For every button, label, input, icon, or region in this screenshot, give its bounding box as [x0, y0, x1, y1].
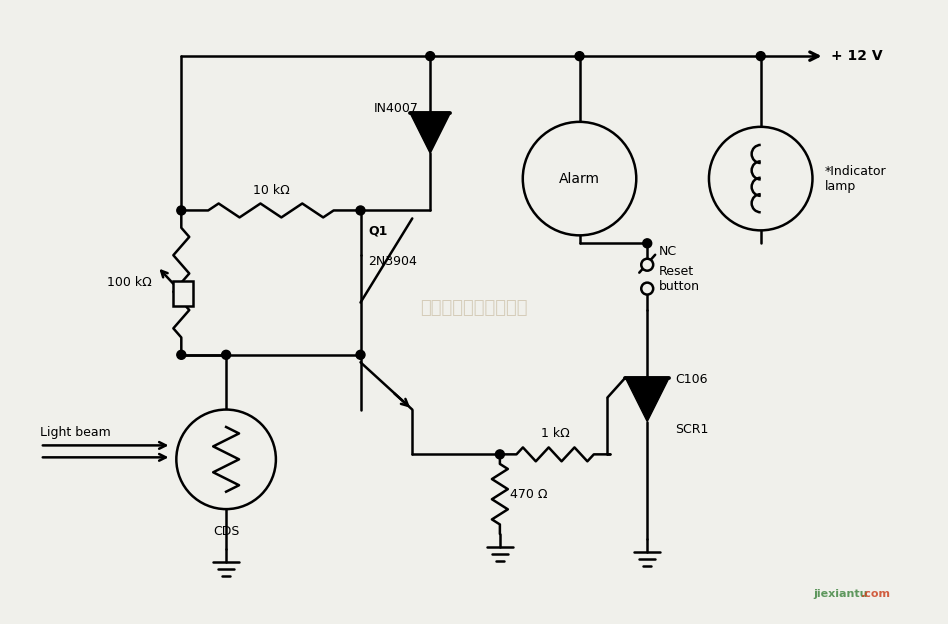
Circle shape	[176, 409, 276, 509]
Circle shape	[222, 350, 230, 359]
Text: NC: NC	[659, 245, 677, 258]
Circle shape	[709, 127, 812, 230]
Text: Q1: Q1	[369, 225, 388, 237]
Text: 10 kΩ: 10 kΩ	[252, 183, 289, 197]
Bar	[173, 281, 193, 306]
Text: .com: .com	[861, 588, 891, 598]
Text: 2N3904: 2N3904	[369, 255, 417, 268]
Polygon shape	[410, 114, 450, 154]
Text: Reset
button: Reset button	[659, 265, 701, 293]
Circle shape	[575, 52, 584, 61]
Circle shape	[522, 122, 636, 235]
Text: CDS: CDS	[213, 525, 239, 538]
Circle shape	[177, 350, 186, 359]
Circle shape	[426, 52, 435, 61]
Text: jiexiantu: jiexiantu	[813, 588, 868, 598]
Circle shape	[496, 450, 504, 459]
Text: C106: C106	[675, 373, 707, 386]
Text: 1 kΩ: 1 kΩ	[540, 427, 570, 441]
Circle shape	[641, 259, 653, 271]
Text: + 12 V: + 12 V	[831, 49, 883, 63]
Circle shape	[641, 283, 653, 295]
Text: Alarm: Alarm	[559, 172, 600, 185]
Text: Light beam: Light beam	[40, 426, 111, 439]
Text: IN4007: IN4007	[374, 102, 418, 115]
Text: *Indicator
lamp: *Indicator lamp	[825, 165, 886, 193]
Circle shape	[356, 350, 365, 359]
Text: 100 kΩ: 100 kΩ	[107, 276, 152, 289]
Circle shape	[356, 206, 365, 215]
Text: SCR1: SCR1	[675, 423, 708, 436]
Text: 470 Ω: 470 Ω	[510, 488, 547, 500]
Circle shape	[177, 206, 186, 215]
Circle shape	[643, 239, 651, 248]
Circle shape	[757, 52, 765, 61]
Text: 杭州将睿科技有限公司: 杭州将睿科技有限公司	[420, 299, 528, 317]
Polygon shape	[626, 378, 669, 421]
